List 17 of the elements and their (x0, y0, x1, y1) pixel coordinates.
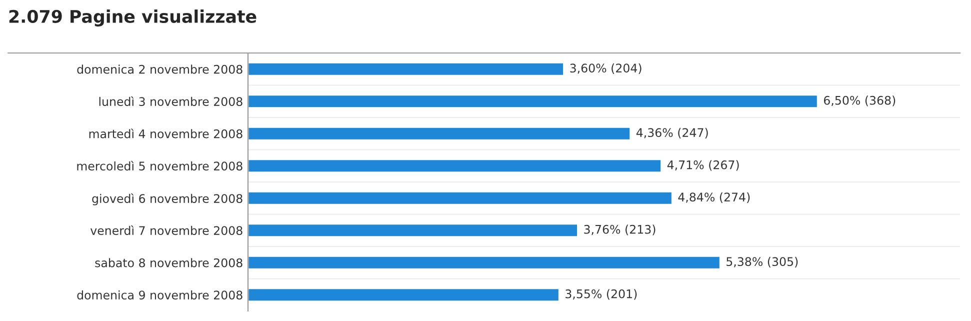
y-tick-label: giovedì 6 novembre 2008 (92, 193, 242, 206)
data-label: 3,60% (204) (570, 63, 642, 74)
data-label: 4,71% (267) (667, 160, 739, 171)
y-tick-label: domenica 2 novembre 2008 (77, 64, 242, 74)
chart-title: 2.079 Pagine visualizzate (9, 10, 256, 26)
data-label: 4,84% (274) (678, 192, 750, 203)
y-tick-label: martedì 4 novembre 2008 (89, 128, 242, 138)
y-tick-label: venerdì 7 novembre 2008 (90, 225, 242, 236)
data-label: 4,36% (247) (636, 128, 708, 138)
y-tick-label: lunedì 3 novembre 2008 (99, 96, 242, 106)
data-label: 3,76% (213) (584, 224, 656, 236)
data-label: 5,38% (305) (726, 256, 798, 268)
data-label: 3,55% (201) (566, 289, 637, 300)
y-tick-label: mercoledì 5 novembre 2008 (77, 160, 242, 171)
data-label: 6,50% (368) (824, 96, 896, 106)
y-tick-label: domenica 9 novembre 2008 (77, 290, 242, 300)
y-tick-label: sabato 8 novembre 2008 (95, 258, 242, 268)
